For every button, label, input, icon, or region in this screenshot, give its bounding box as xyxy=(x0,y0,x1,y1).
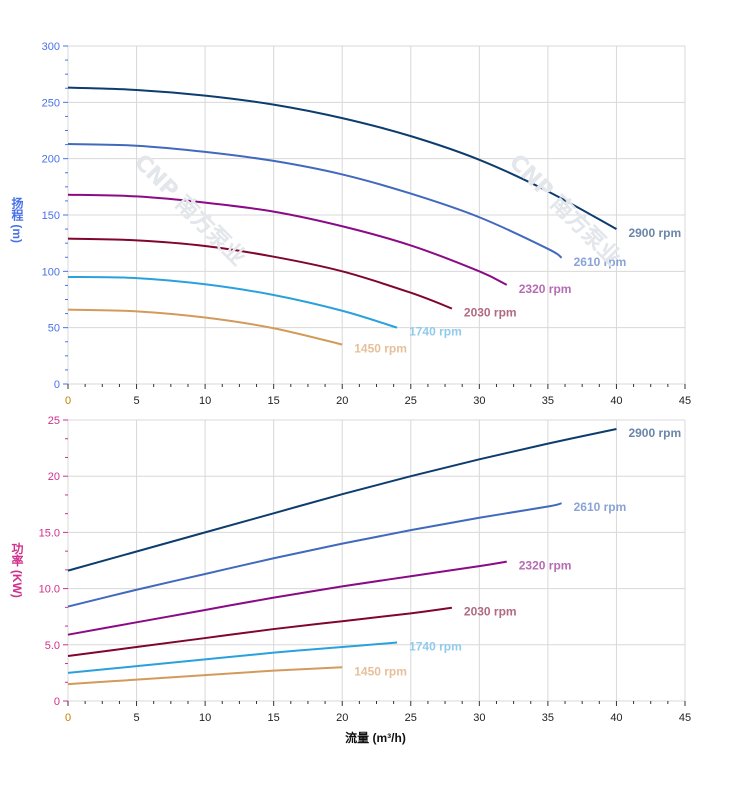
series-line-2610-rpm xyxy=(67,143,563,259)
series-line-2320-rpm xyxy=(67,560,507,636)
series-label: 1740 rpm xyxy=(409,325,462,339)
y-tick-label: 0 xyxy=(54,696,60,708)
y-tick-label: 150 xyxy=(42,210,60,222)
series-line-1740-rpm xyxy=(67,641,398,674)
y-tick-label: 250 xyxy=(42,97,60,109)
series-label: 1740 rpm xyxy=(409,640,462,654)
x-tick-label: 10 xyxy=(199,395,211,407)
x-tick-label: 45 xyxy=(679,395,691,407)
x-axis-label: 流量 (m³/h) xyxy=(345,730,406,745)
x-tick-label: 45 xyxy=(679,712,691,724)
x-tick-label: 20 xyxy=(336,712,348,724)
x-tick-label: 25 xyxy=(405,395,417,407)
series-label: 2030 rpm xyxy=(464,306,517,320)
series-label: 2610 rpm xyxy=(574,255,627,269)
x-tick-label: 35 xyxy=(542,712,554,724)
series-label: 2030 rpm xyxy=(464,605,517,619)
series-line-2030-rpm xyxy=(67,606,453,658)
series-line-1740-rpm xyxy=(67,275,398,329)
series-line-1450-rpm xyxy=(67,666,343,686)
x-tick-label: 5 xyxy=(133,712,139,724)
y-axis-label: 扬程 (m) xyxy=(10,196,24,243)
series-line-2610-rpm xyxy=(67,502,562,608)
y-tick-label: 100 xyxy=(42,266,60,278)
y-axis-label: 功率 (KW) xyxy=(10,541,24,598)
x-tick-label: 40 xyxy=(610,712,622,724)
x-tick-label: 5 xyxy=(133,395,139,407)
y-tick-label: 0 xyxy=(54,379,60,391)
x-tick-label: 35 xyxy=(542,395,554,407)
series-label: 2320 rpm xyxy=(519,559,572,573)
series-line-2900-rpm xyxy=(67,86,617,230)
y-tick-label: 200 xyxy=(42,154,60,166)
y-tick-label: 5.0 xyxy=(45,640,60,652)
y-tick-label: 10.0 xyxy=(39,584,60,596)
x-tick-label: 15 xyxy=(268,712,280,724)
series-label: 2610 rpm xyxy=(574,500,627,514)
series-line-2320-rpm xyxy=(67,193,508,286)
x-tick-label: 20 xyxy=(336,395,348,407)
series-line-1450-rpm xyxy=(67,308,343,346)
y-tick-label: 20 xyxy=(48,471,60,483)
x-tick-label: 15 xyxy=(268,395,280,407)
x-tick-label: 0 xyxy=(65,712,71,724)
series-label: 2320 rpm xyxy=(519,282,572,296)
x-tick-label: 0 xyxy=(65,395,71,407)
x-tick-label: 25 xyxy=(405,712,417,724)
y-tick-label: 15.0 xyxy=(39,527,60,539)
series-label: 2900 rpm xyxy=(628,226,681,240)
y-tick-label: 25 xyxy=(48,415,60,427)
series-line-2900-rpm xyxy=(67,428,617,572)
series-line-2030-rpm xyxy=(67,237,453,310)
x-tick-label: 10 xyxy=(199,712,211,724)
x-tick-label: 30 xyxy=(473,395,485,407)
watermark-logo: CNP 南方泵业 xyxy=(129,149,251,271)
series-label: 1450 rpm xyxy=(354,342,407,356)
y-tick-label: 300 xyxy=(42,41,60,53)
series-label: 1450 rpm xyxy=(354,664,407,678)
x-tick-label: 30 xyxy=(473,712,485,724)
watermark-logo: CNP 南方泵业 xyxy=(504,149,626,271)
x-tick-label: 40 xyxy=(610,395,622,407)
y-tick-label: 50 xyxy=(48,323,60,335)
series-label: 2900 rpm xyxy=(628,426,681,440)
